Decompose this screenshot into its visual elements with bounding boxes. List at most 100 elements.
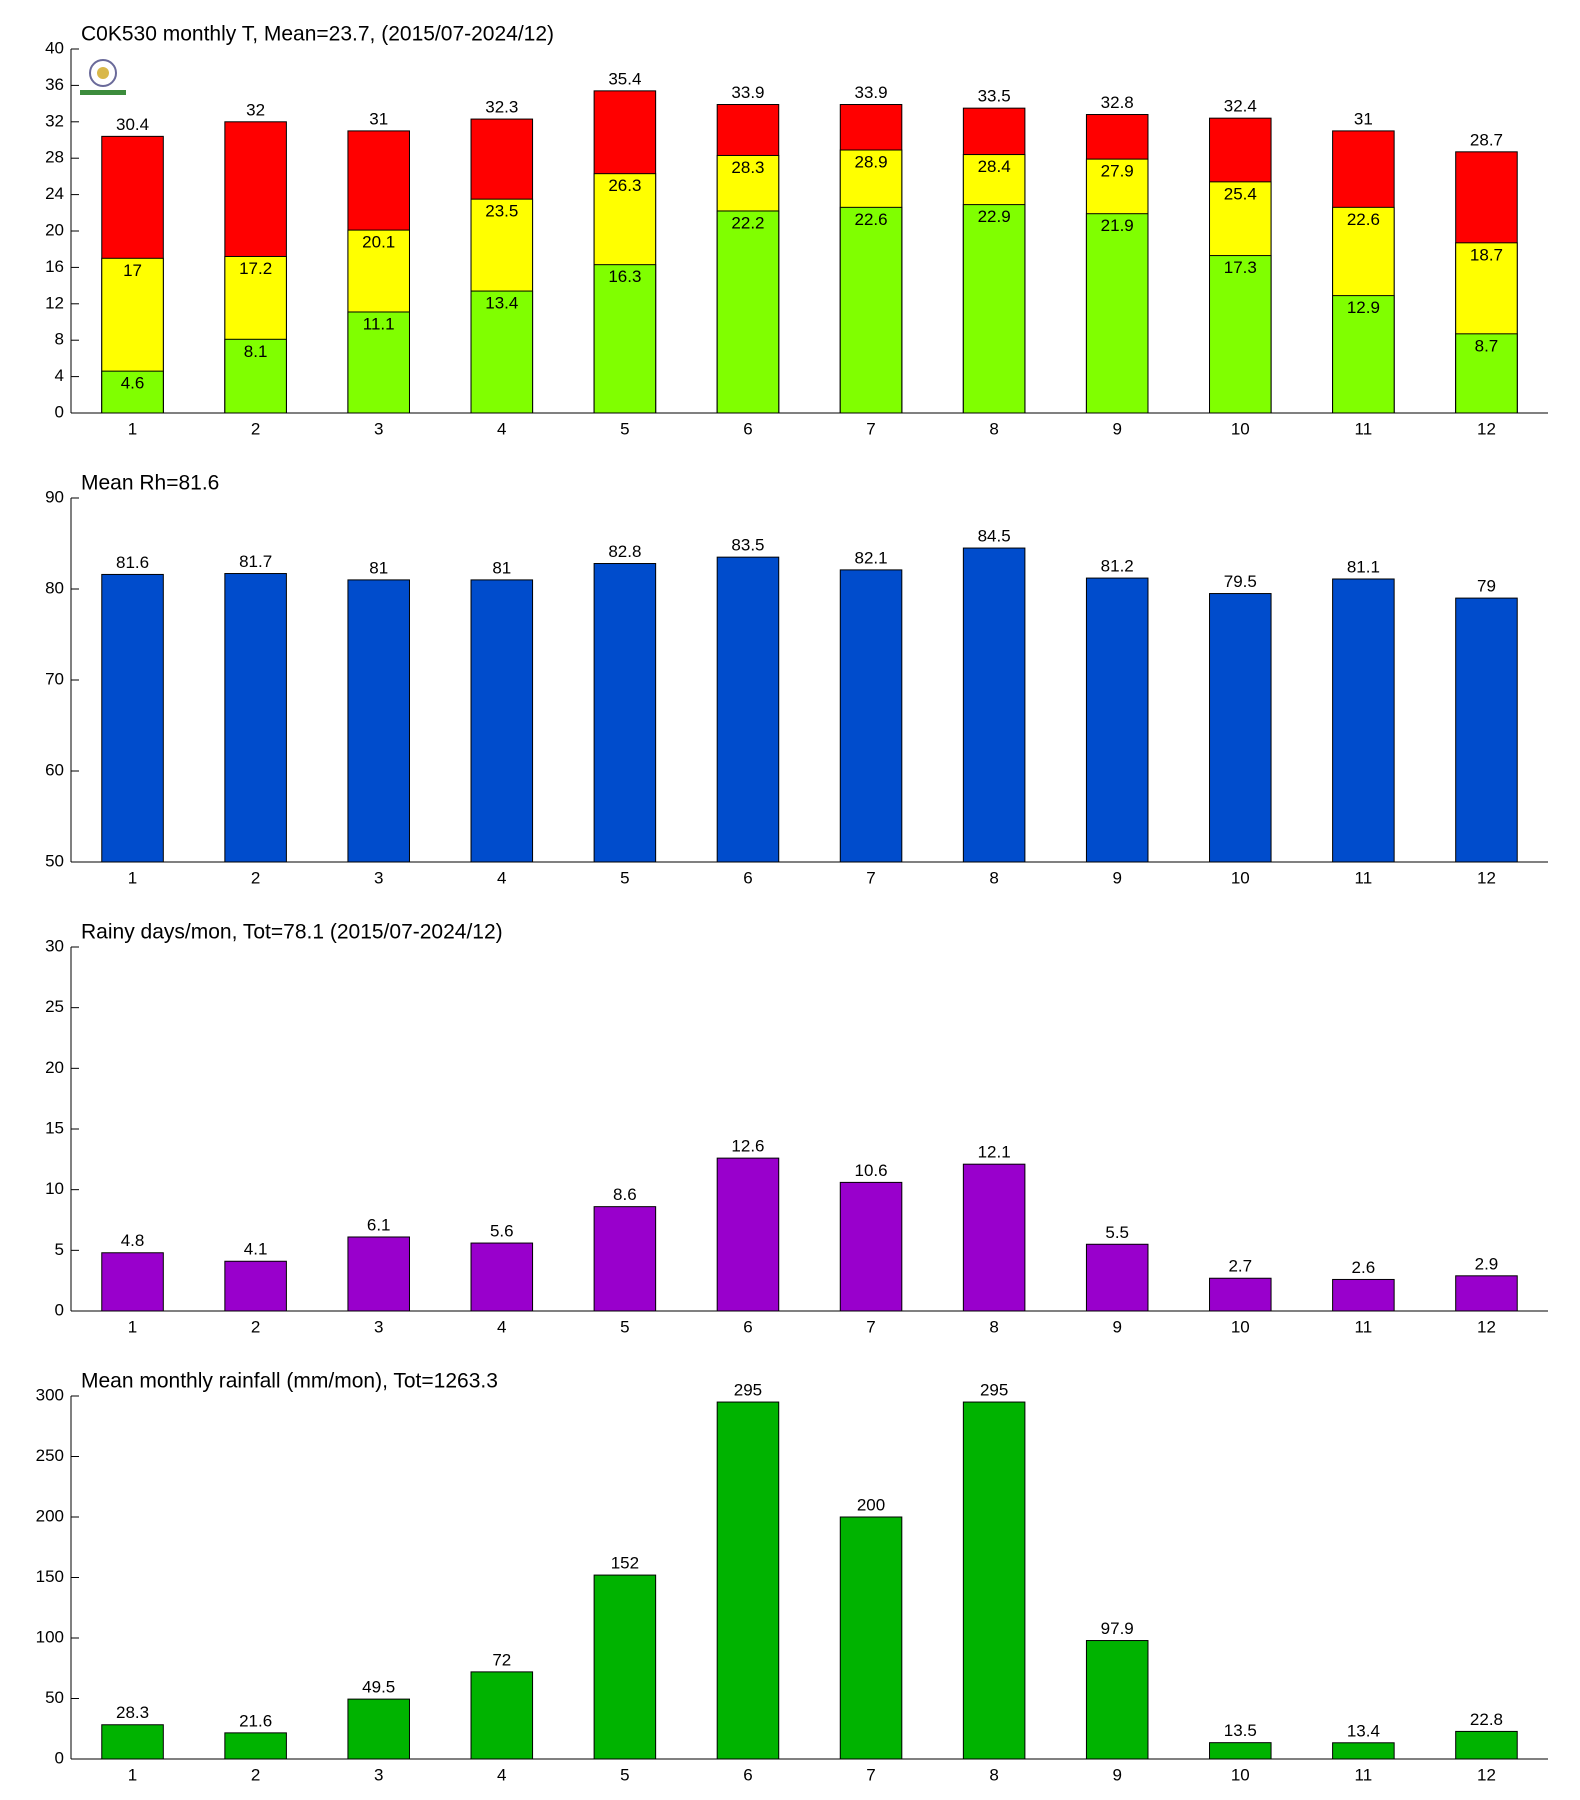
data-label: 20.1 <box>362 233 395 252</box>
y-tick-label: 90 <box>45 487 64 506</box>
bar <box>1332 1742 1395 1760</box>
x-tick-label: 7 <box>866 1765 875 1784</box>
data-label: 97.9 <box>1101 1619 1134 1638</box>
y-tick-label: 250 <box>36 1446 64 1465</box>
y-tick-label: 5 <box>55 1240 64 1259</box>
bar <box>839 206 903 414</box>
x-tick-label: 4 <box>497 868 506 887</box>
data-label: 22.6 <box>854 210 887 229</box>
data-label: 2.9 <box>1475 1254 1499 1273</box>
data-label: 17.2 <box>239 259 272 278</box>
data-label: 13.4 <box>1347 1721 1380 1740</box>
data-label: 83.5 <box>731 536 764 555</box>
data-label: 2.6 <box>1352 1258 1376 1277</box>
data-label: 12.9 <box>1347 298 1380 317</box>
data-label: 4.8 <box>121 1231 145 1250</box>
y-tick-label: 20 <box>45 1058 64 1077</box>
data-label: 30.4 <box>116 115 149 134</box>
x-tick-label: 6 <box>743 868 752 887</box>
x-tick-label: 8 <box>989 868 998 887</box>
data-label: 33.5 <box>978 87 1011 106</box>
y-tick-label: 70 <box>45 669 64 688</box>
y-tick-label: 50 <box>45 851 64 870</box>
x-tick-label: 11 <box>1355 1317 1373 1336</box>
data-label: 81.7 <box>239 552 272 571</box>
bar <box>347 311 410 414</box>
y-tick-label: 15 <box>45 1118 64 1137</box>
data-label: 81 <box>492 558 511 577</box>
bar <box>1085 1640 1149 1760</box>
chart-title: C0K530 monthly T, Mean=23.7, (2015/07-20… <box>81 23 554 46</box>
data-label: 21.6 <box>239 1711 272 1730</box>
bar <box>470 579 534 863</box>
data-label: 23.5 <box>485 202 518 221</box>
x-tick-label: 5 <box>620 868 629 887</box>
bar <box>347 579 410 863</box>
x-tick-label: 3 <box>374 868 383 887</box>
data-label: 4.1 <box>244 1240 268 1259</box>
x-tick-label: 7 <box>866 419 875 438</box>
data-label: 28.9 <box>854 152 887 171</box>
y-tick-label: 16 <box>45 257 64 276</box>
y-tick-label: 32 <box>45 111 64 130</box>
bar <box>347 1236 410 1312</box>
data-label: 26.3 <box>608 176 641 195</box>
bar <box>101 370 164 414</box>
x-tick-label: 4 <box>497 1317 506 1336</box>
bar <box>1209 1742 1272 1760</box>
data-label: 28.7 <box>1470 130 1503 149</box>
data-label: 28.4 <box>978 157 1011 176</box>
data-label: 32.3 <box>485 98 518 117</box>
x-tick-label: 9 <box>1112 419 1121 438</box>
x-tick-label: 10 <box>1231 419 1250 438</box>
y-tick-label: 10 <box>45 1179 64 1198</box>
y-tick-label: 28 <box>45 148 64 167</box>
y-tick-label: 24 <box>45 184 64 203</box>
data-label: 295 <box>980 1381 1008 1400</box>
x-tick-label: 1 <box>128 419 137 438</box>
data-label: 79.5 <box>1224 572 1257 591</box>
data-label: 82.8 <box>608 542 641 561</box>
x-tick-label: 9 <box>1112 1765 1121 1784</box>
x-tick-label: 12 <box>1477 419 1496 438</box>
chart-title: Mean Rh=81.6 <box>81 472 219 495</box>
bar <box>101 573 164 863</box>
bar <box>1085 1243 1149 1312</box>
bar <box>101 1724 164 1760</box>
data-label: 10.6 <box>854 1161 887 1180</box>
x-tick-label: 11 <box>1355 868 1373 887</box>
bar <box>962 204 1026 414</box>
data-label: 84.5 <box>978 527 1011 546</box>
y-tick-label: 12 <box>45 293 64 312</box>
bar <box>716 210 780 414</box>
x-tick-label: 6 <box>743 1317 752 1336</box>
data-label: 31 <box>369 109 388 128</box>
data-label: 200 <box>857 1495 885 1514</box>
x-tick-label: 2 <box>251 1317 260 1336</box>
bar <box>962 1163 1026 1312</box>
bar <box>716 1157 780 1312</box>
x-tick-label: 5 <box>620 419 629 438</box>
y-tick-label: 8 <box>55 330 64 349</box>
data-label: 12.6 <box>731 1137 764 1156</box>
y-tick-label: 36 <box>45 75 64 94</box>
x-tick-label: 1 <box>128 868 137 887</box>
bar <box>1085 213 1149 414</box>
data-label: 82.1 <box>854 548 887 567</box>
x-tick-label: 10 <box>1231 1317 1250 1336</box>
bar <box>962 1401 1026 1760</box>
y-tick-label: 30 <box>45 936 64 955</box>
x-tick-label: 4 <box>497 1765 506 1784</box>
x-tick-label: 12 <box>1477 1317 1496 1336</box>
y-tick-label: 0 <box>55 402 64 421</box>
bar <box>1455 1730 1518 1760</box>
data-label: 28.3 <box>116 1703 149 1722</box>
data-label: 32.4 <box>1224 97 1257 116</box>
bar <box>101 1252 164 1312</box>
y-tick-label: 20 <box>45 220 64 239</box>
data-label: 49.5 <box>362 1678 395 1697</box>
bar <box>1085 577 1149 863</box>
x-tick-label: 9 <box>1112 868 1121 887</box>
data-label: 27.9 <box>1101 162 1134 181</box>
